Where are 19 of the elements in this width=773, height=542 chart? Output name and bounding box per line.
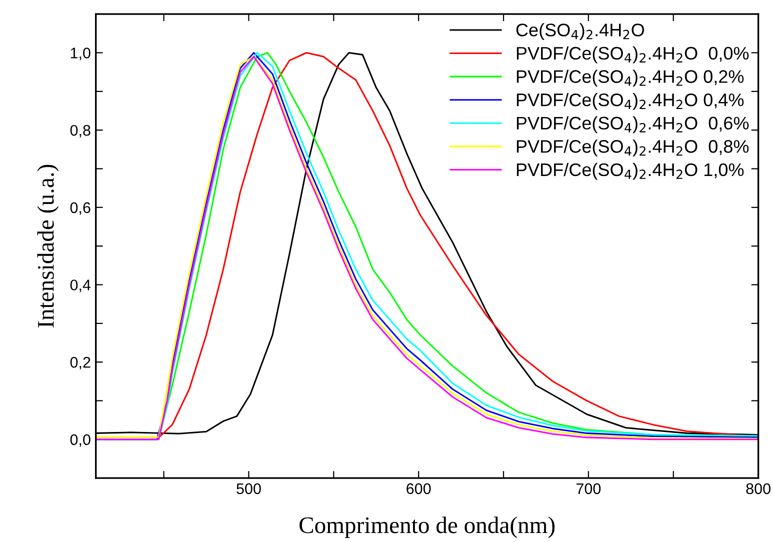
legend-label: PVDF/Ce(SO$_{4}$)$_{2}$.4H$_{2}$O 0,6% bbox=[516, 116, 749, 134]
legend-label: PVDF/Ce(SO$_{4}$)$_{2}$.4H$_{2}$O 1,0% bbox=[516, 162, 744, 180]
y-tick-label: 1,0 bbox=[70, 48, 90, 60]
x-axis-title: Comprimento de onda(nm) bbox=[300, 516, 555, 538]
x-tick-label: 600 bbox=[406, 483, 431, 494]
y-tick-label: 0,8 bbox=[70, 124, 90, 138]
legend-label: PVDF/Ce(SO$_{4}$)$_{2}$.4H$_{2}$O 0,0% bbox=[516, 46, 749, 64]
y-tick-label: 0,6 bbox=[70, 202, 90, 215]
legend-label: PVDF/Ce(SO$_{4}$)$_{2}$.4H$_{2}$O 0,2% bbox=[516, 70, 744, 87]
y-tick-label: 0,0 bbox=[70, 434, 90, 447]
y-tick-label: 0,2 bbox=[70, 356, 90, 370]
x-tick-label: 800 bbox=[746, 483, 770, 494]
legend-label: PVDF/Ce(SO$_{4}$)$_{2}$.4H$_{2}$O 0,8% bbox=[516, 140, 749, 156]
x-tick-label: 500 bbox=[236, 483, 261, 494]
y-tick-label: 0,4 bbox=[70, 280, 91, 292]
y-axis-title: Intensidade (u.a.) bbox=[37, 164, 59, 328]
x-tick-label: 700 bbox=[576, 483, 601, 494]
legend-label: PVDF/Ce(SO$_{4}$)$_{2}$.4H$_{2}$O 0,4% bbox=[516, 92, 744, 110]
legend-label: Ce(SO$_{4}$)$_{2}$.4H$_{2}$O bbox=[516, 23, 644, 40]
